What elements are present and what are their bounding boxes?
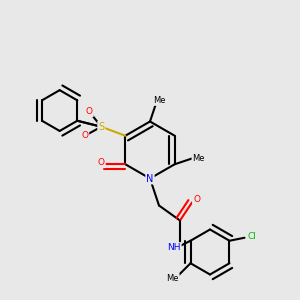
Text: O: O [98,158,105,167]
Text: Me: Me [192,154,205,163]
Text: S: S [98,122,104,132]
Text: N: N [146,173,154,184]
Text: O: O [81,131,88,140]
Text: Cl: Cl [248,232,256,241]
Text: O: O [193,195,200,204]
Text: NH: NH [167,243,181,252]
Text: Me: Me [153,96,165,105]
Text: O: O [86,107,93,116]
Text: Me: Me [166,274,179,283]
